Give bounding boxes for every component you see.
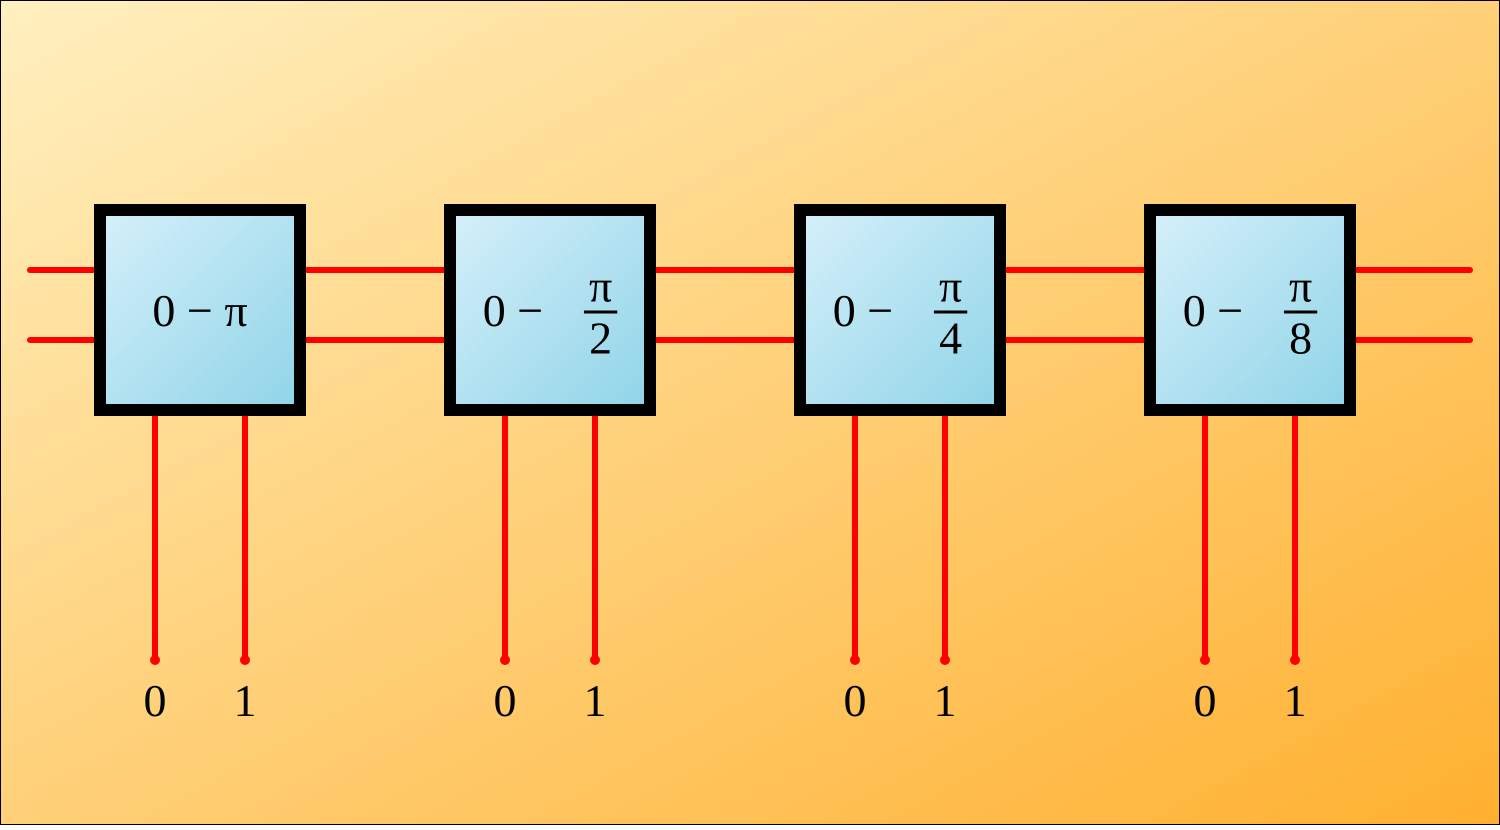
wire-terminal [500, 655, 510, 665]
box-label-prefix: 0 − [1183, 285, 1243, 336]
wire-terminal [590, 655, 600, 665]
wire-terminal [850, 655, 860, 665]
box-label-denom: 4 [939, 313, 962, 364]
box-label-denom: 2 [589, 313, 612, 364]
output-label: 1 [234, 675, 257, 726]
diagram-canvas: 010 − π010 − π2010 − π4010 − π8 [0, 0, 1500, 825]
wire-terminal [1200, 655, 1210, 665]
box-label: 0 − π [152, 285, 247, 336]
box-label-numer: π [589, 261, 612, 312]
wire-terminal [940, 655, 950, 665]
box-label-numer: π [1289, 261, 1312, 312]
output-label: 1 [584, 675, 607, 726]
phase-box [800, 210, 1000, 410]
wire-terminal [1290, 655, 1300, 665]
output-label: 0 [494, 675, 517, 726]
output-label: 1 [934, 675, 957, 726]
output-label: 1 [1284, 675, 1307, 726]
diagram-svg: 010 − π010 − π2010 − π4010 − π8 [0, 0, 1500, 825]
output-label: 0 [844, 675, 867, 726]
box-label-prefix: 0 − [833, 285, 893, 336]
phase-box [450, 210, 650, 410]
wire-terminal [150, 655, 160, 665]
phase-box [1150, 210, 1350, 410]
box-label-numer: π [939, 261, 962, 312]
box-label-prefix: 0 − [483, 285, 543, 336]
box-label-denom: 8 [1289, 313, 1312, 364]
output-label: 0 [1194, 675, 1217, 726]
output-label: 0 [144, 675, 167, 726]
wire-terminal [240, 655, 250, 665]
